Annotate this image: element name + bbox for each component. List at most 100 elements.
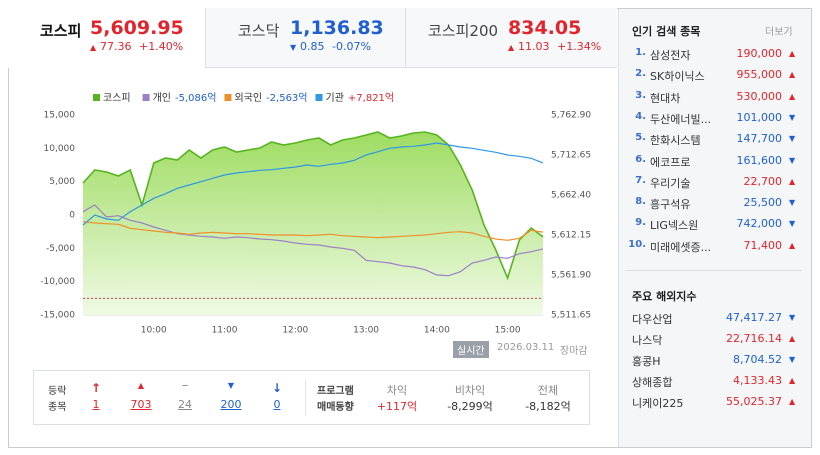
series-line (82, 142, 544, 226)
y-tick-label: 15,000 (44, 111, 76, 121)
breadth-label: 종목 (48, 402, 67, 413)
rank: 6. (635, 153, 646, 165)
program-value: -8,182억 (525, 400, 571, 413)
divider (305, 380, 306, 416)
sidebar-divider (626, 270, 802, 271)
rank: 2. (635, 68, 646, 80)
more-link[interactable]: 더보기 (765, 27, 793, 38)
status-badge: 실시간 (453, 341, 489, 358)
stock-price: 25,500 (743, 196, 783, 210)
stock-name[interactable]: 흥구석유 (650, 198, 691, 212)
stock-arrow: ▲ (789, 176, 796, 186)
legend-swatch (142, 94, 150, 101)
stock-name[interactable]: 두산에너빌... (650, 112, 712, 126)
index-name: 코스닥 (238, 22, 280, 40)
index-tab[interactable] (405, 8, 617, 68)
stock-price: 530,000 (736, 89, 783, 103)
rank: 4. (635, 110, 646, 122)
overseas-value: 22,716.14 (726, 332, 782, 345)
legend-name: 기관 (326, 92, 344, 104)
y-tick-label: 10,000 (44, 144, 76, 154)
index-rate: -0.07% (332, 40, 371, 53)
breadth-value[interactable]: 1 (92, 398, 100, 411)
x-tick-label: 15:00 (495, 326, 521, 336)
legend-total: -5,086억 (175, 92, 216, 104)
stock-arrow: ▲ (789, 240, 796, 250)
stock-name[interactable]: 한화시스템 (650, 134, 701, 148)
x-tick-label: 12:00 (282, 326, 308, 336)
status-date: 2026.03.11 (497, 342, 555, 353)
y-tick-label: -5,000 (46, 244, 75, 254)
stock-arrow: ▼ (789, 112, 796, 122)
x-tick-label: 10:00 (141, 326, 167, 336)
rank: 5. (635, 132, 646, 144)
breadth-icon: ↑ (90, 381, 102, 395)
rank: 8. (635, 196, 646, 208)
breadth-icon: − (181, 381, 189, 390)
legend-swatch (315, 94, 323, 101)
y2-tick-label: 5,712.65 (551, 151, 591, 161)
overseas-value: 4,133.43 (733, 374, 782, 387)
stock-name[interactable]: 현대차 (650, 91, 681, 105)
y2-tick-label: 5,762.90 (551, 111, 591, 121)
stock-price: 161,600 (736, 153, 783, 167)
series-line (82, 204, 544, 277)
stock-name[interactable]: SK하이닉스 (650, 70, 705, 84)
index-change: 77.36 (100, 40, 132, 53)
overseas-name[interactable]: 니케이225 (632, 397, 684, 410)
breadth-icon: ▼ (227, 381, 235, 390)
legend-swatch (93, 94, 100, 101)
stock-name[interactable]: 삼성전자 (650, 49, 691, 62)
breadth-value[interactable]: 24 (178, 398, 192, 411)
index-name: 코스피 (40, 22, 82, 40)
index-rate: +1.34% (557, 40, 602, 53)
stock-arrow: ▲ (789, 49, 796, 58)
stock-price: 190,000 (736, 47, 783, 60)
y2-tick-label: 5,561.90 (551, 271, 591, 281)
index-tab[interactable] (205, 8, 405, 68)
y2-tick-label: 5,511.65 (551, 311, 591, 321)
program-label: 매매동향 (317, 402, 354, 413)
stock-price: 101,000 (736, 110, 783, 124)
stock-arrow: ▼ (789, 198, 796, 208)
overseas-name[interactable]: 나스닥 (632, 334, 663, 347)
overseas-name[interactable]: 상해종합 (632, 376, 673, 389)
overseas-name[interactable]: 다우산업 (632, 313, 673, 326)
program-header: 비차익 (454, 384, 486, 397)
x-tick-label: 14:00 (424, 326, 450, 336)
legend-swatch (224, 94, 232, 101)
index-rate: +1.40% (139, 40, 184, 53)
rank: 1. (635, 47, 646, 58)
rank: 7. (635, 174, 646, 186)
status-note: 장마감 (560, 346, 588, 357)
index-change: 11.03 (518, 40, 550, 53)
program-header: 전체 (537, 384, 559, 397)
x-tick-label: 13:00 (353, 326, 379, 336)
series-line (82, 221, 544, 241)
stock-arrow: ▲ (789, 70, 796, 80)
stock-name[interactable]: 에코프로 (650, 155, 691, 169)
overseas-arrow: ▲ (789, 334, 796, 343)
y-tick-label: 0 (69, 211, 75, 221)
program-value: -8,299억 (447, 400, 493, 413)
rank: 9. (635, 217, 646, 229)
index-arrow: ▲ (90, 43, 97, 52)
breadth-icon: ▲ (137, 381, 145, 390)
breadth-value[interactable]: 200 (220, 398, 242, 411)
overseas-name[interactable]: 홍콩H (632, 355, 661, 368)
stock-price: 955,000 (736, 68, 783, 82)
stock-name[interactable]: 미래에셋증... (650, 240, 712, 254)
stock-arrow: ▲ (789, 91, 796, 101)
index-value: 1,136.83 (290, 17, 384, 39)
breadth-value[interactable]: 0 (273, 398, 281, 411)
legend-name: 외국인 (234, 92, 262, 104)
index-arrow: ▼ (290, 43, 297, 52)
stock-name[interactable]: 우리기술 (650, 176, 691, 190)
legend-name: 개인 (153, 92, 171, 104)
overseas-arrow: ▼ (789, 355, 796, 364)
stock-name[interactable]: LIG넥스원 (650, 219, 699, 233)
breadth-value[interactable]: 703 (130, 398, 152, 411)
index-tab[interactable] (8, 8, 205, 68)
index-value: 834.05 (508, 17, 582, 39)
